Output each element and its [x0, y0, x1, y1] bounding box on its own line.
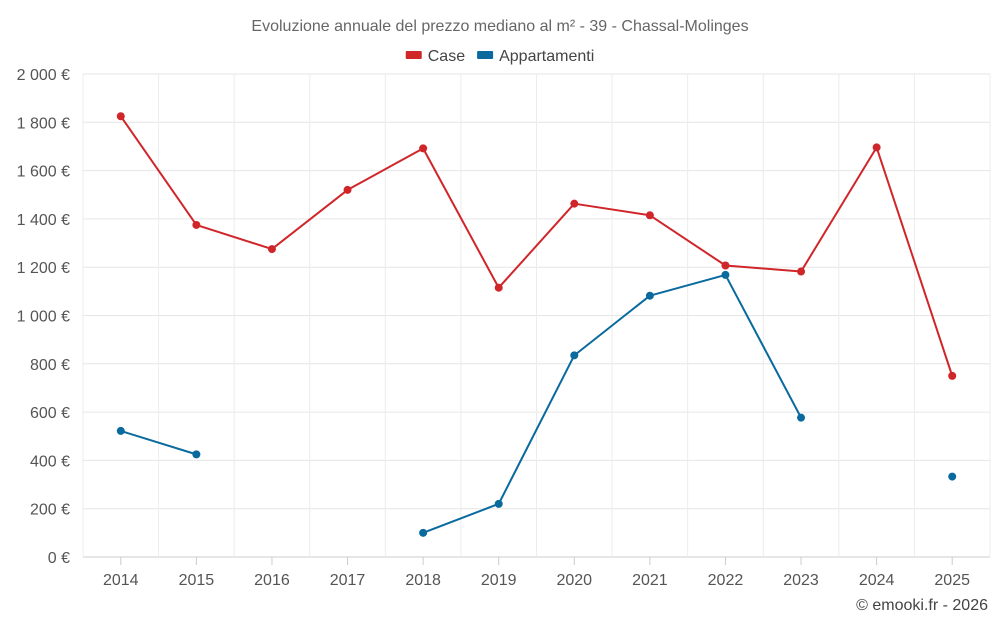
- data-point-case[interactable]: [645, 211, 654, 220]
- legend: Case Appartamenti: [405, 48, 594, 65]
- data-point-case[interactable]: [419, 144, 428, 153]
- data-point-case[interactable]: [343, 185, 352, 194]
- legend-item-appartamenti[interactable]: Appartamenti: [477, 48, 594, 65]
- data-point-case[interactable]: [267, 245, 276, 254]
- x-tick-label: 2016: [254, 572, 290, 589]
- y-tick-label: 800 €: [30, 357, 70, 374]
- x-tick-label: 2015: [179, 572, 215, 589]
- x-tick-label: 2018: [405, 572, 441, 589]
- data-point-appartamenti[interactable]: [797, 413, 806, 422]
- data-point-case[interactable]: [872, 143, 881, 152]
- y-axis: 0 € 200 € 400 € 600 € 800 € 1 000 € 1 200 € 1 4…: [17, 67, 70, 567]
- credit-text: © emooki.fr - 2026: [856, 597, 988, 614]
- data-point-appartamenti[interactable]: [494, 499, 503, 508]
- y-tick-label: 1 400 €: [17, 212, 70, 229]
- grid: [82, 73, 991, 558]
- y-tick-label: 1 600 €: [17, 164, 70, 181]
- legend-swatch: [477, 51, 494, 59]
- x-tick-label: 2020: [556, 572, 592, 589]
- x-tick-label: 2019: [481, 572, 517, 589]
- data-point-case[interactable]: [494, 283, 503, 292]
- x-tick-label: 2023: [783, 572, 819, 589]
- series-case: [116, 112, 957, 380]
- y-tick-label: 1 800 €: [17, 115, 70, 132]
- data-point-appartamenti[interactable]: [116, 426, 125, 435]
- x-tick-label: 2025: [934, 572, 970, 589]
- data-point-appartamenti[interactable]: [192, 450, 201, 459]
- x-tick-label: 2022: [708, 572, 744, 589]
- x-tick-label: 2021: [632, 572, 668, 589]
- series-line-appartamenti: [422, 273, 802, 534]
- x-tick-label: 2017: [330, 572, 366, 589]
- y-tick-label: 1 000 €: [17, 309, 70, 326]
- y-tick-label: 0 €: [48, 550, 70, 567]
- x-axis: 2014 2015 2016 2017 2018 2019 2020 2021 2022 2023…: [103, 557, 970, 589]
- data-point-case[interactable]: [721, 261, 730, 270]
- y-tick-label: 400 €: [30, 453, 70, 470]
- series-line-appartamenti: [120, 429, 197, 456]
- data-point-appartamenti[interactable]: [948, 472, 957, 481]
- data-point-case[interactable]: [948, 371, 957, 380]
- data-point-case[interactable]: [192, 220, 201, 229]
- y-tick-label: 2 000 €: [17, 67, 70, 84]
- data-point-appartamenti[interactable]: [570, 351, 579, 360]
- data-point-case[interactable]: [570, 199, 579, 208]
- series-appartamenti: [116, 270, 957, 537]
- chart-title: Evoluzione annuale del prezzo mediano al…: [251, 18, 748, 35]
- legend-label: Appartamenti: [499, 48, 594, 65]
- data-point-appartamenti[interactable]: [419, 528, 428, 537]
- data-point-case[interactable]: [116, 112, 125, 121]
- y-tick-label: 1 200 €: [17, 260, 70, 277]
- legend-item-case[interactable]: Case: [405, 48, 465, 65]
- data-point-appartamenti[interactable]: [645, 291, 654, 300]
- x-tick-label: 2024: [859, 572, 895, 589]
- x-tick-label: 2014: [103, 572, 139, 589]
- data-point-appartamenti[interactable]: [721, 270, 730, 279]
- y-tick-label: 600 €: [30, 405, 70, 422]
- series-line-case: [119, 115, 954, 377]
- y-tick-label: 200 €: [30, 502, 70, 519]
- legend-swatch: [405, 51, 422, 59]
- legend-label: Case: [428, 48, 465, 65]
- data-point-case[interactable]: [797, 267, 806, 276]
- series-group: [116, 112, 957, 537]
